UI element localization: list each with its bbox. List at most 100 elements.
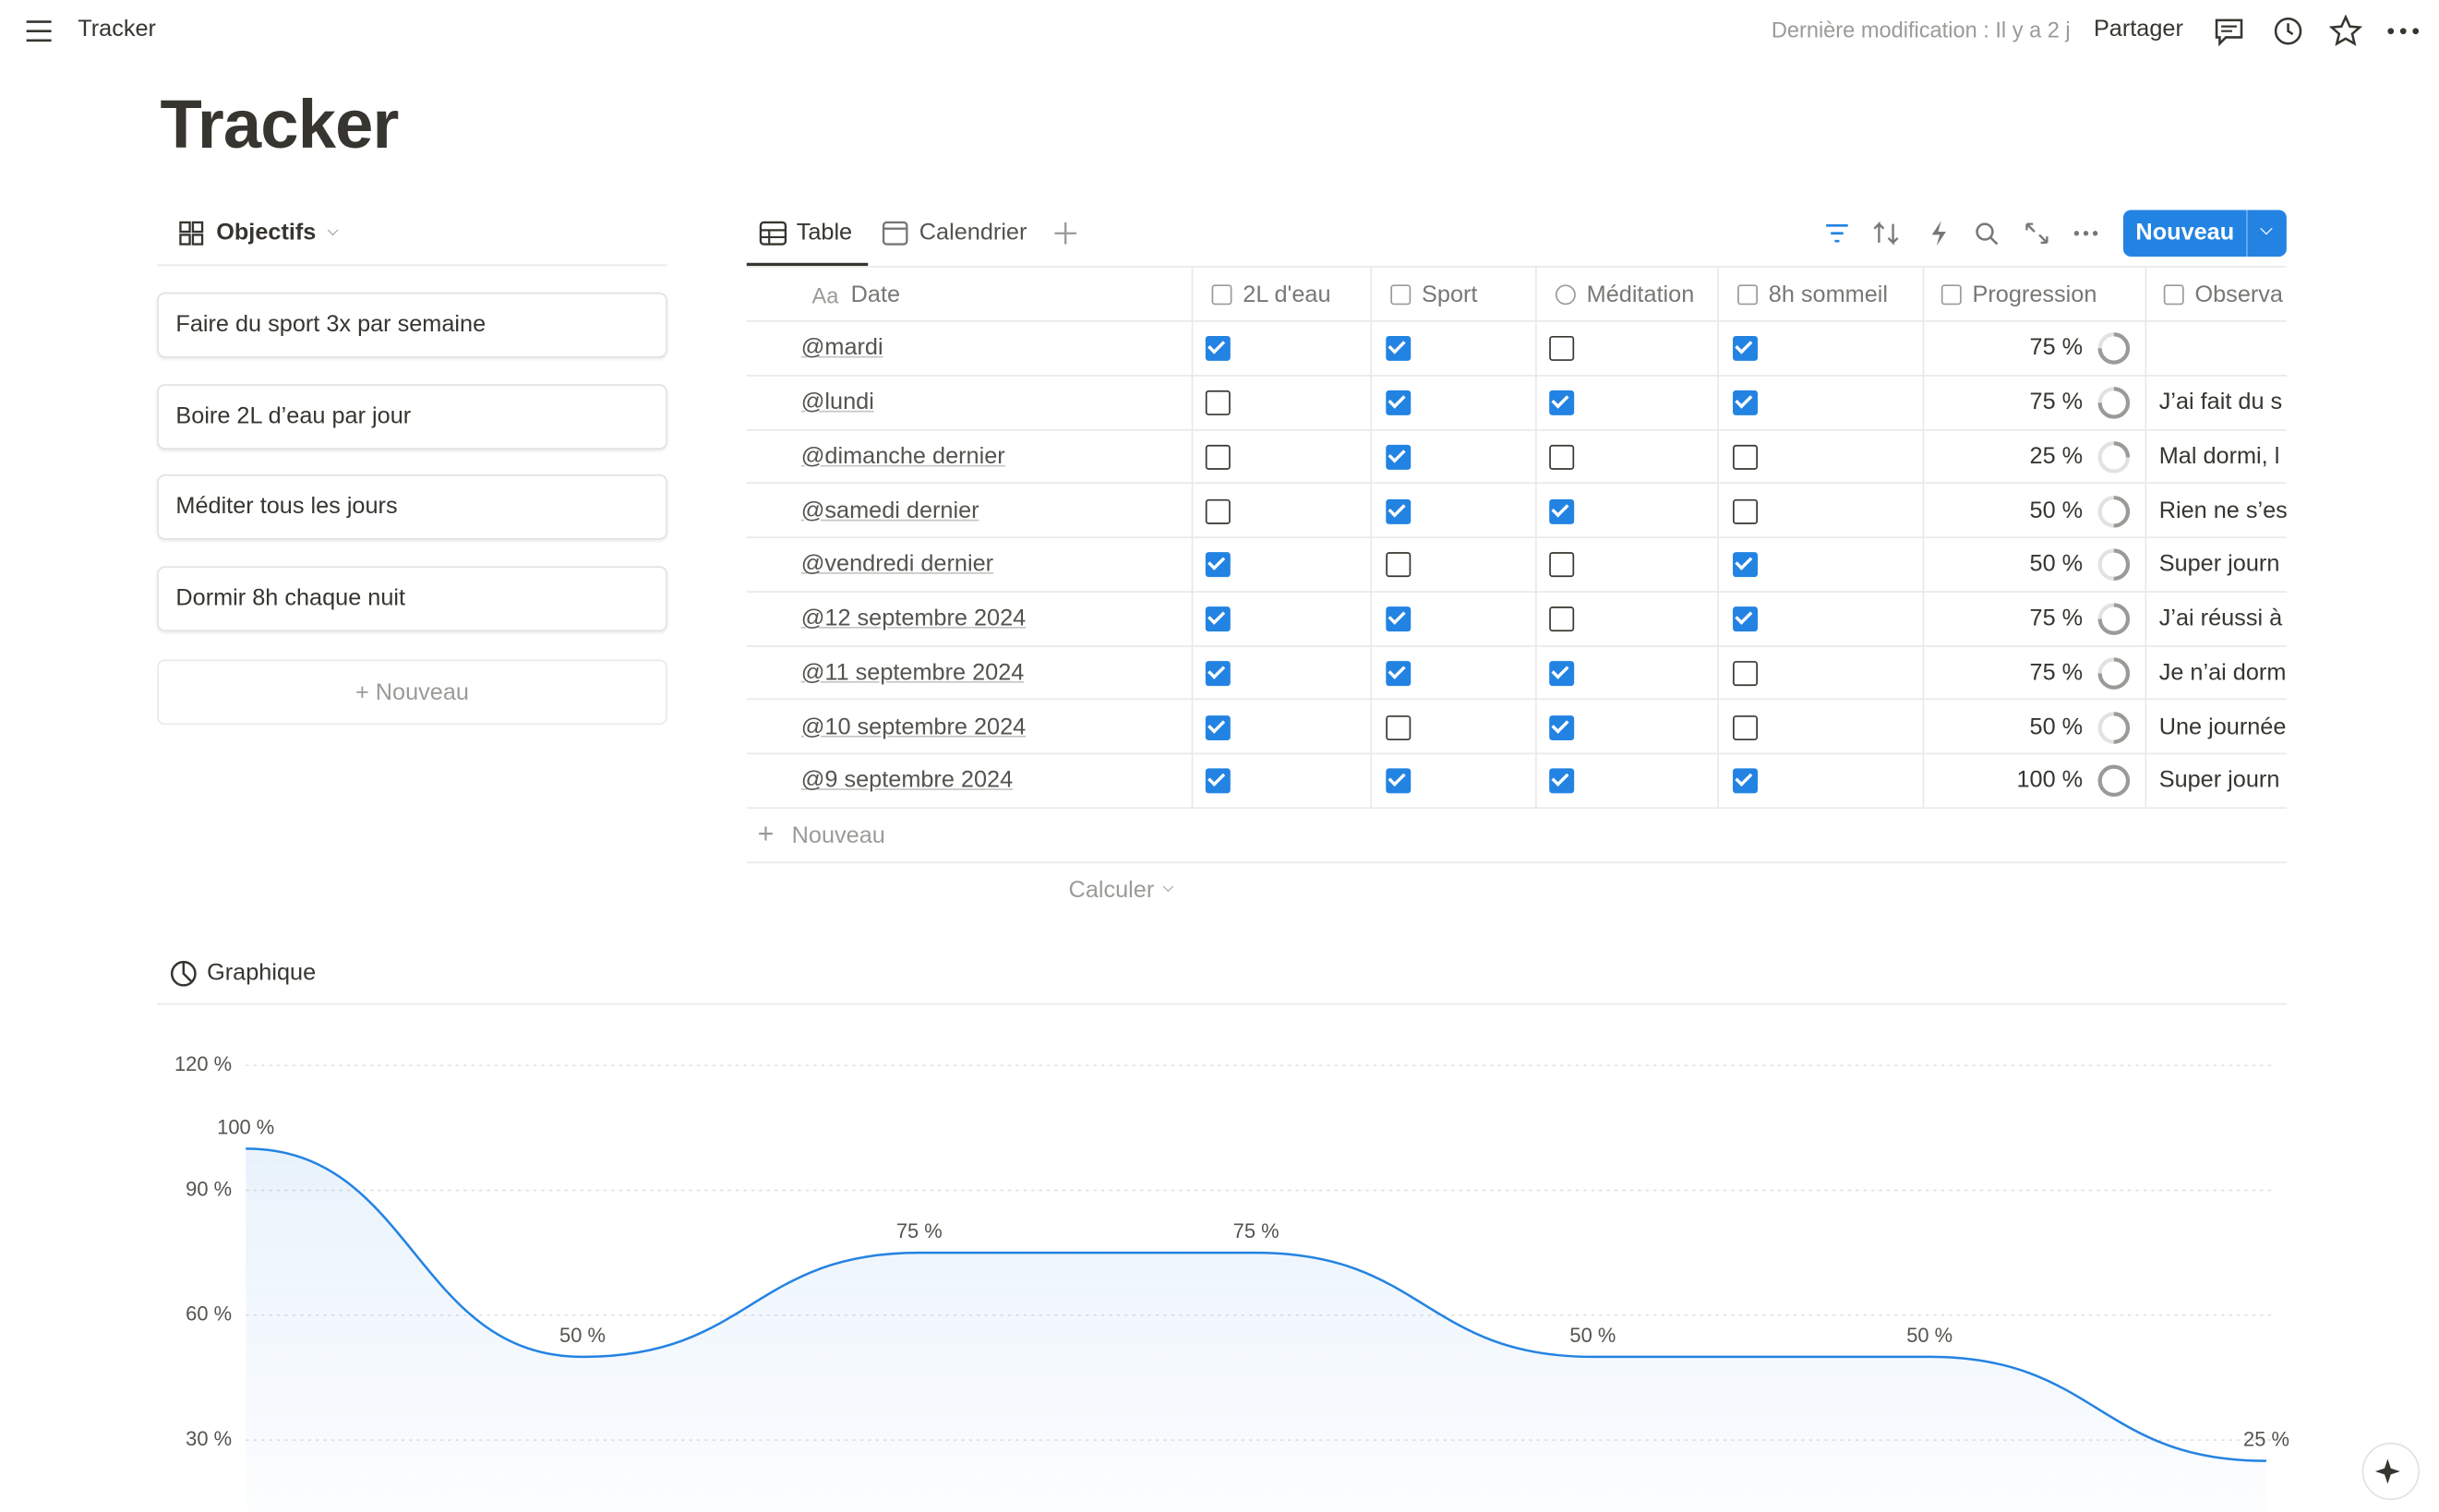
checkbox[interactable] <box>1386 768 1412 794</box>
checkbox[interactable] <box>1549 498 1575 524</box>
column-header[interactable]: Méditation <box>1586 281 1695 308</box>
comments-icon[interactable] <box>2212 16 2246 47</box>
row-border <box>746 752 2287 755</box>
checkmark <box>1207 553 1226 571</box>
checkbox[interactable] <box>1386 660 1412 686</box>
checkbox[interactable] <box>1205 768 1231 794</box>
date-cell[interactable]: @mardi <box>800 334 883 362</box>
checkbox[interactable] <box>1549 552 1575 578</box>
checkbox[interactable] <box>1205 552 1231 578</box>
row-border <box>746 807 2287 809</box>
toolbar-icons[interactable] <box>1820 218 2099 249</box>
line <box>246 1147 2266 1462</box>
checkbox[interactable] <box>1205 336 1231 362</box>
row-border <box>746 536 2287 538</box>
column-header[interactable]: Sport <box>1422 281 1478 308</box>
checkbox[interactable] <box>1549 390 1575 416</box>
chart: 30 % 60 % 90 % 120 % 100 % 50 % 75 % 75 % 50 % 50… <box>174 1052 2289 1512</box>
new-button-label: Nouveau <box>2135 219 2235 246</box>
checkbox[interactable] <box>1733 390 1758 416</box>
date-cell[interactable]: @vendredi dernier <box>800 551 994 578</box>
add-view-icon[interactable] <box>1051 220 1079 247</box>
header-bottom-border <box>746 320 2287 322</box>
checkbox[interactable] <box>1549 660 1575 686</box>
checkbox[interactable] <box>1205 714 1231 740</box>
new-goal[interactable]: + Nouveau <box>157 659 667 726</box>
favorite-icon[interactable] <box>2328 14 2363 48</box>
checkbox[interactable] <box>1733 714 1758 740</box>
checkbox[interactable] <box>1386 606 1412 632</box>
checkbox[interactable] <box>1386 444 1412 470</box>
date-cell[interactable]: @lundi <box>800 389 874 416</box>
checkbox[interactable] <box>1386 552 1412 578</box>
menu-icon[interactable] <box>22 16 56 47</box>
more-icon[interactable] <box>2385 16 2421 47</box>
tab-calendar[interactable]: Calendrier <box>919 219 1027 246</box>
note-cell: J’ai réussi à <box>2158 605 2283 632</box>
checkmark <box>1388 769 1406 787</box>
goal-card[interactable]: Faire du sport 3x par semaine <box>157 292 667 358</box>
note-cell: Rien ne s’es <box>2158 497 2287 524</box>
progress-label: 75 % <box>2029 659 2084 686</box>
calculate[interactable]: Calculer <box>1068 876 1155 904</box>
breadcrumb[interactable]: Tracker <box>78 15 156 42</box>
progress-ring <box>2097 711 2131 744</box>
date-cell[interactable]: @11 septembre 2024 <box>800 659 1025 686</box>
add-row-plus: + <box>757 817 775 849</box>
checkbox[interactable] <box>1386 390 1412 416</box>
checkbox[interactable] <box>1549 768 1575 794</box>
progress-ring <box>2097 332 2131 366</box>
chart-title: Graphique <box>207 959 317 987</box>
progress-ring <box>2097 765 2131 798</box>
checkbox[interactable] <box>1733 660 1758 686</box>
checkmark <box>1207 661 1226 679</box>
data-label: 50 % <box>1906 1324 1952 1347</box>
data-label: 100 % <box>217 1115 274 1138</box>
checkbox[interactable] <box>1549 606 1575 632</box>
column-header[interactable]: 8h sommeil <box>1768 281 1889 308</box>
checkbox[interactable] <box>1205 390 1231 416</box>
checkbox[interactable] <box>1205 498 1231 524</box>
date-cell[interactable]: @dimanche dernier <box>800 443 1005 470</box>
checkbox[interactable] <box>1733 336 1758 362</box>
new-button-chevron <box>2260 222 2273 235</box>
checkbox[interactable] <box>1549 714 1575 740</box>
goal-card[interactable]: Méditer tous les jours <box>157 474 667 541</box>
ring-value <box>2097 387 2131 419</box>
new-goal-text: Nouveau <box>375 679 469 706</box>
checkbox[interactable] <box>1205 444 1231 470</box>
checkbox[interactable] <box>1386 714 1412 740</box>
checkbox[interactable] <box>1733 498 1758 524</box>
new-button[interactable]: Nouveau <box>2122 210 2287 258</box>
y-tick-label: 120 % <box>174 1052 232 1075</box>
gallery-view-tab[interactable]: Objectifs <box>216 219 317 246</box>
date-cell[interactable]: @9 septembre 2024 <box>800 767 1014 794</box>
history-icon[interactable] <box>2271 16 2305 47</box>
ai-button[interactable] <box>2360 1440 2421 1502</box>
date-cell[interactable]: @12 septembre 2024 <box>800 605 1027 632</box>
date-cell[interactable]: @samedi dernier <box>800 497 979 524</box>
checkbox[interactable] <box>1205 660 1231 686</box>
column-header[interactable]: 2L d'eau <box>1243 281 1331 308</box>
column-header[interactable]: Observa <box>2194 281 2284 308</box>
checkbox[interactable] <box>1205 606 1231 632</box>
goal-card[interactable]: Dormir 8h chaque nuit <box>157 566 667 632</box>
checkbox[interactable] <box>1733 444 1758 470</box>
date-cell[interactable]: @10 septembre 2024 <box>800 713 1027 740</box>
goal-card[interactable]: Boire 2L d’eau par jour <box>157 383 667 450</box>
checkbox[interactable] <box>1386 336 1412 362</box>
checkbox[interactable] <box>1386 498 1412 524</box>
checkbox[interactable] <box>1549 336 1575 362</box>
checkbox[interactable] <box>1733 552 1758 578</box>
table-top-border <box>746 266 2287 268</box>
checkbox[interactable] <box>1733 768 1758 794</box>
column-icon <box>1211 284 1232 306</box>
share-button[interactable]: Partager <box>2093 15 2183 42</box>
add-row[interactable]: Nouveau <box>791 822 885 849</box>
column-header[interactable]: Date <box>850 281 901 308</box>
checkbox[interactable] <box>1549 444 1575 470</box>
checkbox[interactable] <box>1733 606 1758 632</box>
tab-table[interactable]: Table <box>796 219 853 246</box>
column-header[interactable]: Progression <box>1972 281 2097 308</box>
